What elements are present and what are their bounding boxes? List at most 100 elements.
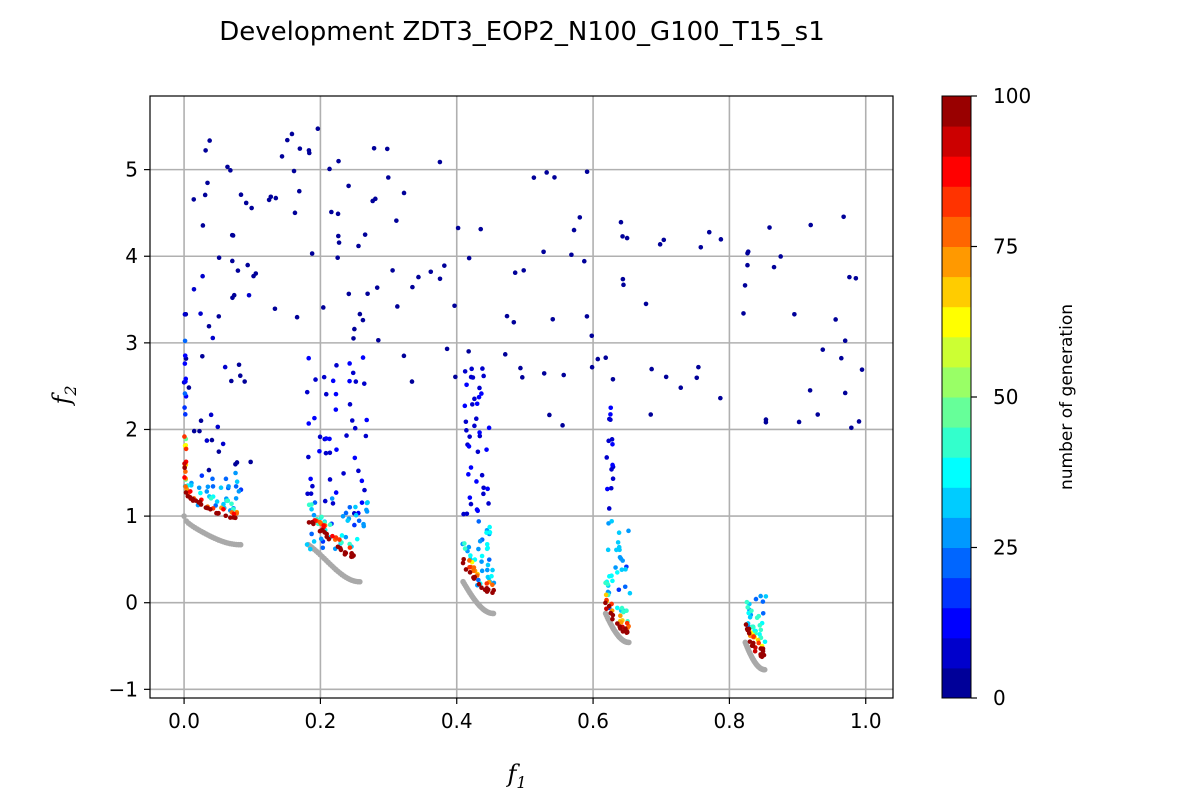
data-point <box>274 196 279 201</box>
data-point <box>324 392 329 397</box>
data-point <box>341 514 346 519</box>
data-point <box>351 336 356 341</box>
data-point <box>352 523 357 528</box>
data-point <box>385 147 390 152</box>
data-point <box>841 214 846 219</box>
data-point <box>485 568 490 573</box>
data-point <box>607 604 612 609</box>
colorbar-tick-label: 50 <box>993 385 1018 409</box>
data-point <box>487 525 492 530</box>
data-point <box>620 567 625 572</box>
colorbar-band <box>942 427 971 458</box>
data-point <box>306 455 311 460</box>
data-point <box>772 265 777 270</box>
data-point <box>198 311 203 316</box>
data-point <box>348 402 353 407</box>
data-point <box>298 146 303 151</box>
data-point <box>561 373 566 378</box>
data-point <box>217 255 222 260</box>
data-point <box>297 189 302 194</box>
data-point <box>221 442 226 447</box>
data-point <box>585 169 590 174</box>
colorbar-bands <box>942 96 971 699</box>
data-point <box>604 593 609 598</box>
colorbar-band <box>942 367 971 398</box>
data-point <box>182 475 187 480</box>
data-point <box>470 402 475 407</box>
data-point <box>219 485 224 490</box>
data-point <box>480 554 485 559</box>
data-point <box>487 426 492 431</box>
data-point <box>481 492 486 497</box>
data-point <box>183 469 188 474</box>
data-point <box>207 138 212 143</box>
data-point <box>318 529 323 534</box>
data-point <box>334 490 339 495</box>
data-point <box>476 449 481 454</box>
data-point <box>618 613 623 618</box>
data-point <box>649 367 654 372</box>
data-point <box>481 485 486 490</box>
data-point <box>200 274 205 279</box>
data-point <box>309 532 314 537</box>
data-point <box>229 501 234 506</box>
data-point <box>360 500 365 505</box>
data-point <box>464 382 469 387</box>
data-point <box>764 420 769 425</box>
data-point <box>324 451 329 456</box>
data-point <box>305 542 310 547</box>
data-point <box>207 324 212 329</box>
data-point <box>310 484 315 489</box>
data-point <box>228 515 233 520</box>
data-point <box>616 540 621 545</box>
data-point <box>603 601 608 606</box>
data-point <box>350 418 355 423</box>
data-point <box>182 461 187 466</box>
data-point <box>183 391 188 396</box>
data-point <box>365 509 370 514</box>
data-point <box>456 226 461 231</box>
data-point <box>476 547 481 552</box>
data-point <box>340 533 345 538</box>
data-point <box>320 545 325 550</box>
data-point <box>625 621 630 626</box>
data-point <box>484 581 489 586</box>
x-tick-label: 1.0 <box>850 709 882 733</box>
data-point <box>410 285 415 290</box>
data-point <box>605 487 610 492</box>
data-point <box>471 375 476 380</box>
data-point <box>472 424 477 429</box>
data-point <box>755 615 760 620</box>
data-point <box>215 499 220 504</box>
data-point <box>464 428 469 433</box>
colorbar: 0 25 50 75 100 number of generation <box>942 84 1077 710</box>
data-point <box>619 620 624 625</box>
data-point <box>350 554 355 559</box>
data-point <box>843 338 848 343</box>
data-point <box>361 355 366 360</box>
data-point <box>590 365 595 370</box>
colorbar-band <box>942 608 971 639</box>
data-point <box>205 181 210 186</box>
data-point <box>347 292 352 297</box>
data-point <box>613 565 618 570</box>
data-point <box>604 455 609 460</box>
data-point <box>589 333 594 338</box>
data-point <box>520 375 525 380</box>
data-point <box>719 237 724 242</box>
data-point <box>758 594 763 599</box>
data-point <box>615 570 620 575</box>
data-point <box>707 230 712 235</box>
pareto-front-point <box>238 542 244 548</box>
data-point <box>206 485 211 490</box>
data-point <box>475 401 480 406</box>
data-point <box>469 367 474 372</box>
data-point <box>331 501 336 506</box>
data-point <box>442 263 447 268</box>
data-point <box>187 385 192 390</box>
data-point <box>623 584 628 589</box>
data-point <box>410 379 415 384</box>
data-point <box>759 654 764 659</box>
data-point <box>226 484 231 489</box>
data-point <box>608 405 613 410</box>
